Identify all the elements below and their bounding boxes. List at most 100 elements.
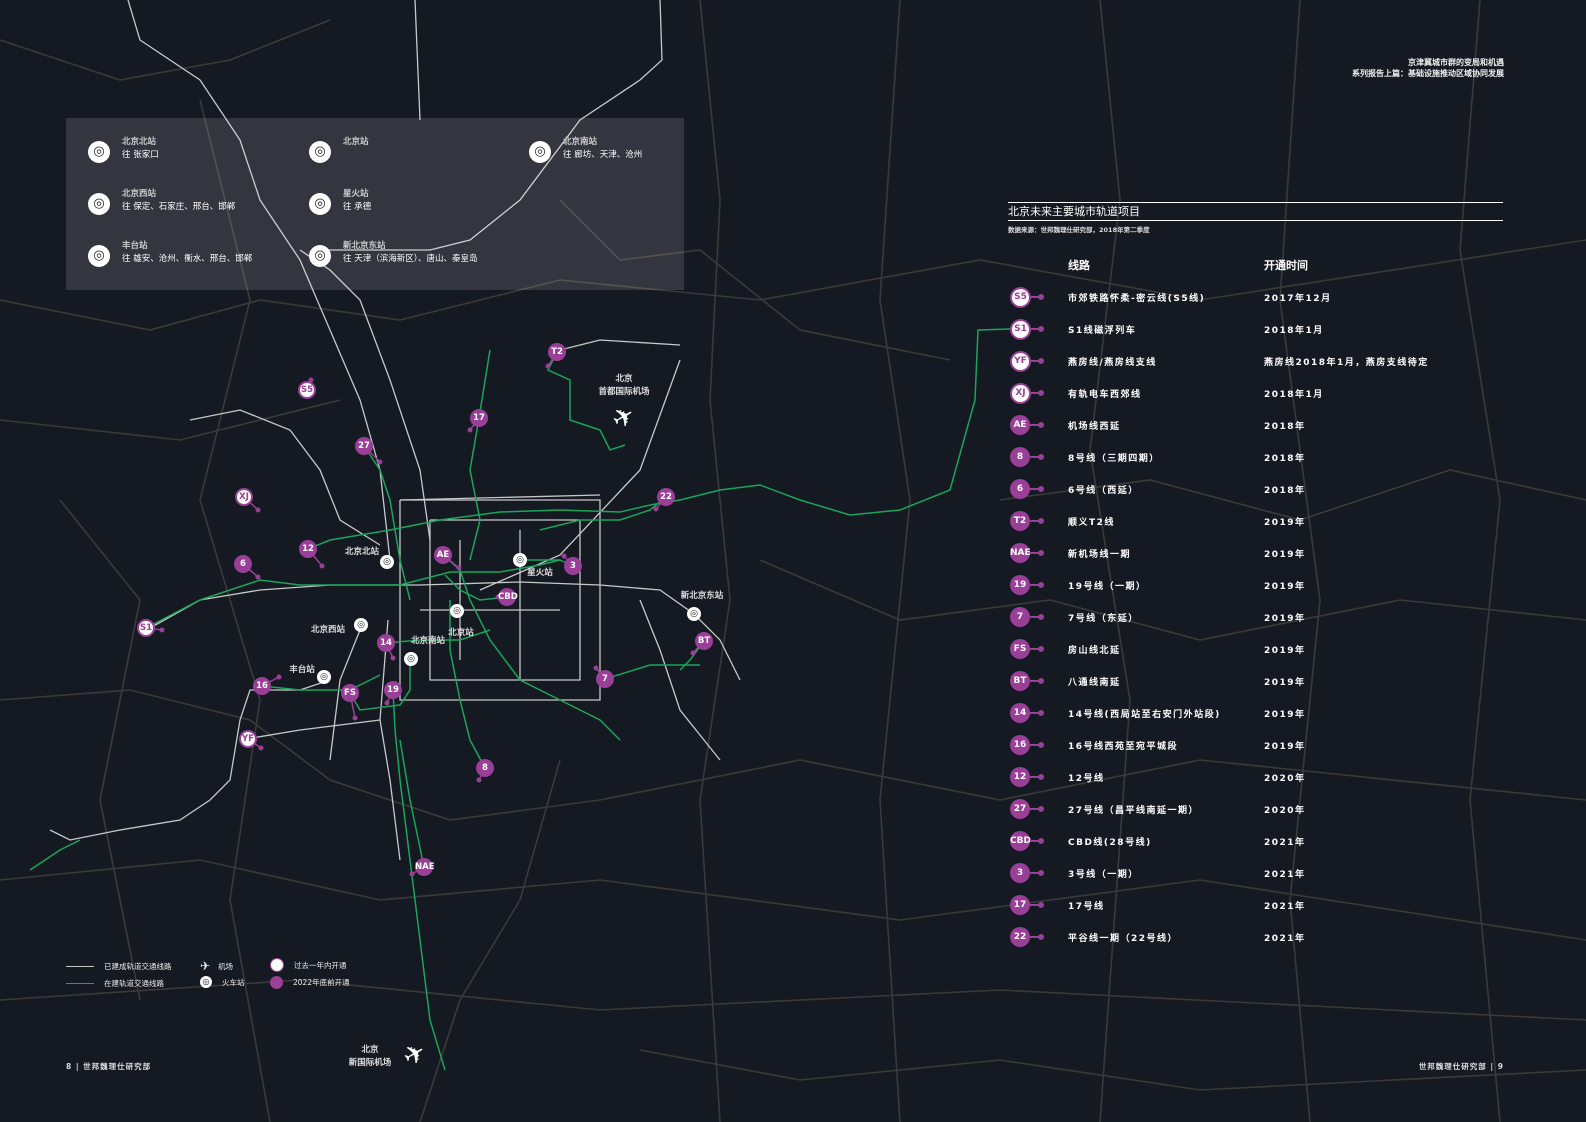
line-name: 19号线（一期） bbox=[1068, 582, 1147, 592]
line-badge: BT bbox=[1010, 671, 1030, 691]
pin-stem bbox=[1030, 840, 1040, 842]
construction-line bbox=[604, 664, 700, 680]
table-row: 17 17号线 2021年 bbox=[1010, 895, 1510, 917]
airport-label-line: 北京 bbox=[361, 1045, 379, 1055]
line-badge: FS bbox=[1010, 639, 1030, 659]
construction-line bbox=[444, 574, 508, 601]
station-label: 北京南站 bbox=[410, 636, 446, 646]
legend-label: 2022年底前开通 bbox=[293, 978, 350, 987]
construction-line bbox=[385, 629, 491, 644]
pin-dot bbox=[1038, 518, 1044, 524]
table-row: 3 3号线（一期） 2021年 bbox=[1010, 863, 1510, 885]
pin-dot bbox=[1038, 550, 1044, 556]
line-name: 3号线（一期） bbox=[1068, 870, 1139, 880]
capital-airport-label: 北京 首都国际机场 bbox=[598, 373, 649, 399]
station-label: 北京西站 bbox=[310, 625, 346, 635]
line-badge: S5 bbox=[1010, 287, 1031, 308]
pin-stem bbox=[1030, 776, 1040, 778]
existing-line bbox=[429, 519, 581, 681]
line-name: 八通线南延 bbox=[1068, 678, 1121, 688]
line-marker-3: 3 bbox=[564, 557, 582, 575]
station-panel bbox=[66, 118, 684, 290]
pin-dot bbox=[1038, 742, 1044, 748]
road bbox=[0, 239, 1586, 331]
report-header: 京津冀城市群的变局和机遇 系列报告上篇：基础设施推动区域协同发展 bbox=[1352, 57, 1504, 79]
train-station-icon: ◎ bbox=[450, 604, 464, 618]
pin-dot bbox=[390, 655, 396, 661]
pin-dot bbox=[1038, 614, 1044, 620]
pin-dot bbox=[255, 574, 261, 580]
pin-dot bbox=[1038, 326, 1044, 332]
line-name: 6号线（西延） bbox=[1068, 486, 1139, 496]
line-marker-cbd: CBD bbox=[498, 588, 518, 606]
construction-line bbox=[546, 351, 626, 451]
column-header-line: 线路 bbox=[1068, 259, 1090, 272]
line-badge: NAE bbox=[1010, 543, 1031, 563]
table-row: 27 27号线（昌平线南延一期） 2020年 bbox=[1010, 799, 1510, 821]
existing-rail-lines bbox=[49, 0, 741, 861]
pin-stem bbox=[1030, 328, 1040, 330]
line-marker-12: 12 bbox=[299, 540, 317, 558]
line-marker-16: 16 bbox=[253, 677, 271, 695]
station-destinations: 往 保定、石家庄、邢台、邯郸 bbox=[122, 202, 236, 212]
pin-dot bbox=[276, 674, 282, 680]
line-badge: S1 bbox=[1010, 319, 1031, 340]
construction-line bbox=[145, 559, 561, 629]
train-station-icon: ◎ bbox=[88, 193, 110, 215]
train-station-icon: ◎ bbox=[88, 245, 110, 267]
construction-line bbox=[363, 445, 411, 601]
train-station-icon: ◎ bbox=[88, 141, 110, 163]
line-badge: 6 bbox=[1010, 479, 1030, 499]
train-station-icon: ◎ bbox=[200, 976, 212, 988]
existing-line bbox=[379, 619, 401, 861]
airport-icon: ✈ bbox=[200, 959, 211, 973]
pin-stem bbox=[1030, 648, 1040, 650]
station-label: 北京北站 bbox=[344, 547, 380, 557]
pin-dot bbox=[1038, 390, 1044, 396]
line-name: 市郊铁路怀柔-密云线(S5线) bbox=[1068, 294, 1206, 304]
pin-dot bbox=[1038, 294, 1044, 300]
train-station-icon: ◎ bbox=[380, 555, 394, 569]
column-header-date: 开通时间 bbox=[1264, 259, 1308, 272]
line-marker-27: 27 bbox=[355, 437, 373, 455]
opening-date: 2017年12月 bbox=[1264, 294, 1332, 304]
table-row: CBD CBD线(28号线) 2021年 bbox=[1010, 831, 1510, 853]
station-entry: ◎ 新北京东站往 天津（滨海新区）、唐山、秦皇岛 bbox=[309, 240, 477, 267]
line-name: 机场线西延 bbox=[1068, 422, 1121, 432]
opening-date: 2019年 bbox=[1264, 678, 1306, 688]
legend-label: 过去一年内开通 bbox=[294, 960, 347, 970]
pin-stem bbox=[1030, 520, 1040, 522]
opening-date: 2019年 bbox=[1264, 550, 1306, 560]
pin-stem bbox=[1030, 296, 1040, 298]
line-badge: 3 bbox=[1010, 863, 1030, 883]
line-badge: 16 bbox=[1010, 735, 1030, 755]
purple-pin-icon bbox=[270, 976, 283, 989]
pin-dot bbox=[1038, 454, 1044, 460]
pin-dot bbox=[258, 745, 264, 751]
station-entry: ◎ 北京站 bbox=[309, 136, 369, 163]
road bbox=[879, 0, 911, 1122]
road bbox=[1459, 0, 1501, 1122]
line-badge: 19 bbox=[1010, 575, 1030, 595]
line-marker-s1: S1 bbox=[137, 619, 155, 637]
line-name: 16号线西苑至宛平城段 bbox=[1068, 742, 1179, 752]
opening-date: 2018年 bbox=[1264, 486, 1306, 496]
line-name: 17号线 bbox=[1068, 902, 1105, 912]
pin-stem bbox=[1030, 808, 1040, 810]
road bbox=[1279, 0, 1321, 1122]
train-station-icon: ◎ bbox=[354, 618, 368, 632]
legend-construction: 在建轨道交通线路 bbox=[66, 978, 164, 989]
construction-line bbox=[29, 839, 81, 871]
station-name: 北京站 bbox=[343, 137, 369, 147]
construction-line bbox=[539, 496, 667, 531]
train-station-icon: ◎ bbox=[309, 245, 331, 267]
construction-line bbox=[261, 674, 381, 691]
line-name: 房山线北延 bbox=[1068, 646, 1121, 656]
station-entry: ◎ 星火站往 承德 bbox=[309, 188, 371, 215]
existing-line bbox=[399, 499, 601, 701]
line-badge: 7 bbox=[1010, 607, 1030, 627]
pin-dot bbox=[456, 565, 462, 571]
opening-date: 2021年 bbox=[1264, 934, 1306, 944]
opening-date: 2021年 bbox=[1264, 838, 1306, 848]
